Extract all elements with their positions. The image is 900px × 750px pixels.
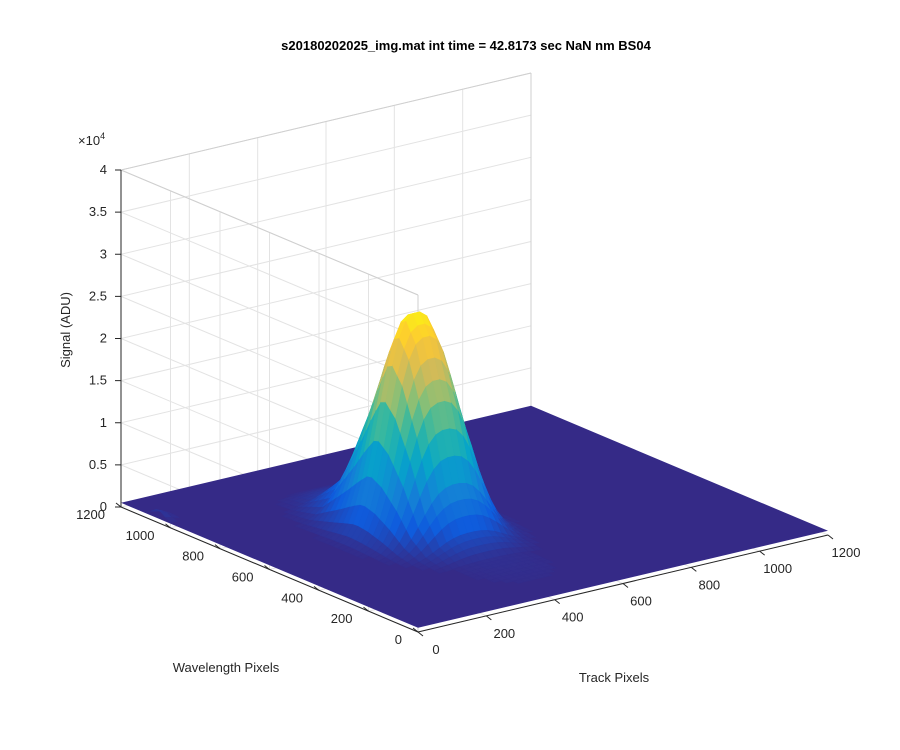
x-tick — [759, 550, 765, 556]
x-tick — [827, 534, 834, 540]
surface-facet — [522, 534, 537, 539]
box-edge — [120, 72, 532, 171]
axis-line — [417, 534, 829, 633]
y-tick-label: 0 — [395, 632, 402, 647]
x-tick — [486, 615, 492, 621]
y-tick-label: 200 — [331, 611, 353, 626]
z-tick-label: 4 — [100, 162, 107, 177]
x-tick-label: 600 — [630, 594, 652, 609]
y-tick-label: 1000 — [126, 528, 155, 543]
surface-facet — [167, 512, 180, 518]
z-tick-label: 3 — [100, 246, 107, 261]
x-tick-label: 400 — [562, 610, 584, 625]
z-multiplier: ×104 — [78, 131, 105, 148]
surface-facet — [543, 565, 558, 570]
surface-facet — [526, 540, 541, 544]
box-edge — [120, 169, 419, 296]
x-tick-label: 1000 — [763, 561, 792, 576]
chart-title: s20180202025_img.mat int time = 42.8173 … — [281, 38, 651, 53]
x-tick — [417, 631, 424, 637]
x-axis-label: Track Pixels — [579, 670, 650, 685]
surface-mesh — [121, 311, 828, 628]
z-tick-label: 3.5 — [89, 204, 107, 219]
axis-line — [120, 506, 419, 633]
z-tick-label: 0 — [100, 499, 107, 514]
z-tick-label: 1.5 — [89, 373, 107, 388]
z-tick-label: 2.5 — [89, 288, 107, 303]
z-tick-label: 1 — [100, 415, 107, 430]
surface-facet — [541, 568, 556, 574]
x-tick — [691, 566, 697, 572]
x-tick-label: 200 — [493, 626, 515, 641]
x-tick — [622, 583, 629, 588]
surface-facet — [539, 572, 554, 578]
y-tick-label: 400 — [281, 590, 303, 605]
surface-facet — [507, 519, 520, 523]
surface-facet — [540, 559, 555, 564]
axis-ticks: 00.511.522.533.5402004006008001000120002… — [76, 162, 860, 657]
z-axis-label: Signal (ADU) — [58, 292, 73, 368]
x-tick — [554, 599, 560, 605]
z-tick-label: 2 — [100, 331, 107, 346]
y-tick-label: 1200 — [76, 507, 105, 522]
x-tick-label: 800 — [698, 577, 720, 592]
y-tick-label: 800 — [182, 549, 204, 564]
x-tick-label: 0 — [432, 642, 439, 657]
surface-facet — [520, 529, 533, 533]
surface-facet — [164, 516, 178, 523]
z-tick-label: 0.5 — [89, 457, 107, 472]
z-multiplier-exponent: 4 — [100, 131, 105, 141]
y-tick — [115, 502, 122, 508]
x-tick-label: 1200 — [832, 545, 861, 560]
y-tick-label: 600 — [232, 570, 254, 585]
surface-facet — [529, 545, 543, 551]
y-axis-label: Wavelength Pixels — [173, 660, 280, 675]
